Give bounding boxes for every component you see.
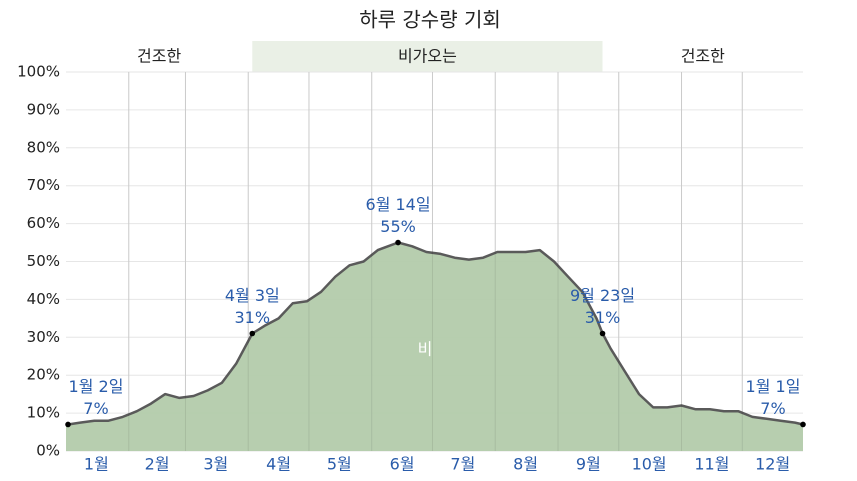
series-label: 비 (418, 340, 433, 359)
annotation-date: 6월 14일 (366, 195, 431, 214)
annotation-point (395, 239, 401, 246)
y-tick-label: 10% (27, 404, 60, 422)
y-tick-label: 90% (27, 100, 60, 118)
annotation-date: 1월 2일 (69, 377, 124, 396)
annotation-point (65, 421, 71, 428)
x-tick-label: 1월 (84, 455, 109, 474)
season-band (602, 41, 803, 72)
y-tick-label: 40% (27, 290, 60, 308)
x-tick-label: 9월 (576, 455, 601, 474)
y-tick-label: 20% (27, 366, 60, 384)
y-tick-label: 80% (27, 138, 60, 156)
annotation-value: 31% (234, 308, 270, 327)
y-tick-label: 50% (27, 252, 60, 270)
chart-title: 하루 강수량 기회 (359, 8, 501, 32)
y-tick-label: 60% (27, 214, 60, 232)
annotation-date: 9월 23일 (570, 286, 635, 305)
x-tick-label: 12월 (755, 455, 790, 474)
annotation-date: 4월 3일 (225, 286, 280, 305)
area (66, 242, 803, 451)
x-tick-label: 7월 (450, 455, 475, 474)
annotation-point (599, 330, 606, 337)
x-tick-label: 4월 (266, 455, 291, 474)
season-label: 건조한 (137, 47, 181, 66)
y-tick-label: 30% (27, 328, 60, 346)
annotation-value: 7% (83, 399, 108, 418)
x-tick-label: 10월 (632, 455, 667, 474)
annotation-date: 1월 1일 (746, 377, 801, 396)
y-tick-label: 0% (36, 442, 60, 460)
annotation-value: 7% (760, 399, 785, 418)
x-tick-label: 6월 (390, 455, 415, 474)
x-tick-label: 8월 (513, 455, 538, 474)
line (66, 241, 804, 426)
annotation-value: 31% (585, 308, 621, 327)
season-band (252, 41, 603, 72)
season-label: 비가오는 (398, 47, 457, 66)
x-tick-label: 11월 (694, 455, 729, 474)
season-band (66, 41, 253, 72)
annotation-point (249, 330, 256, 337)
season-label: 건조한 (681, 47, 725, 66)
x-tick-label: 3월 (203, 455, 228, 474)
annotation-value: 55% (380, 217, 416, 236)
x-tick-label: 5월 (327, 455, 352, 474)
y-tick-label: 70% (27, 176, 60, 194)
y-tick-label: 100% (17, 63, 60, 81)
annotation-point (800, 421, 806, 428)
x-tick-label: 2월 (145, 455, 170, 474)
